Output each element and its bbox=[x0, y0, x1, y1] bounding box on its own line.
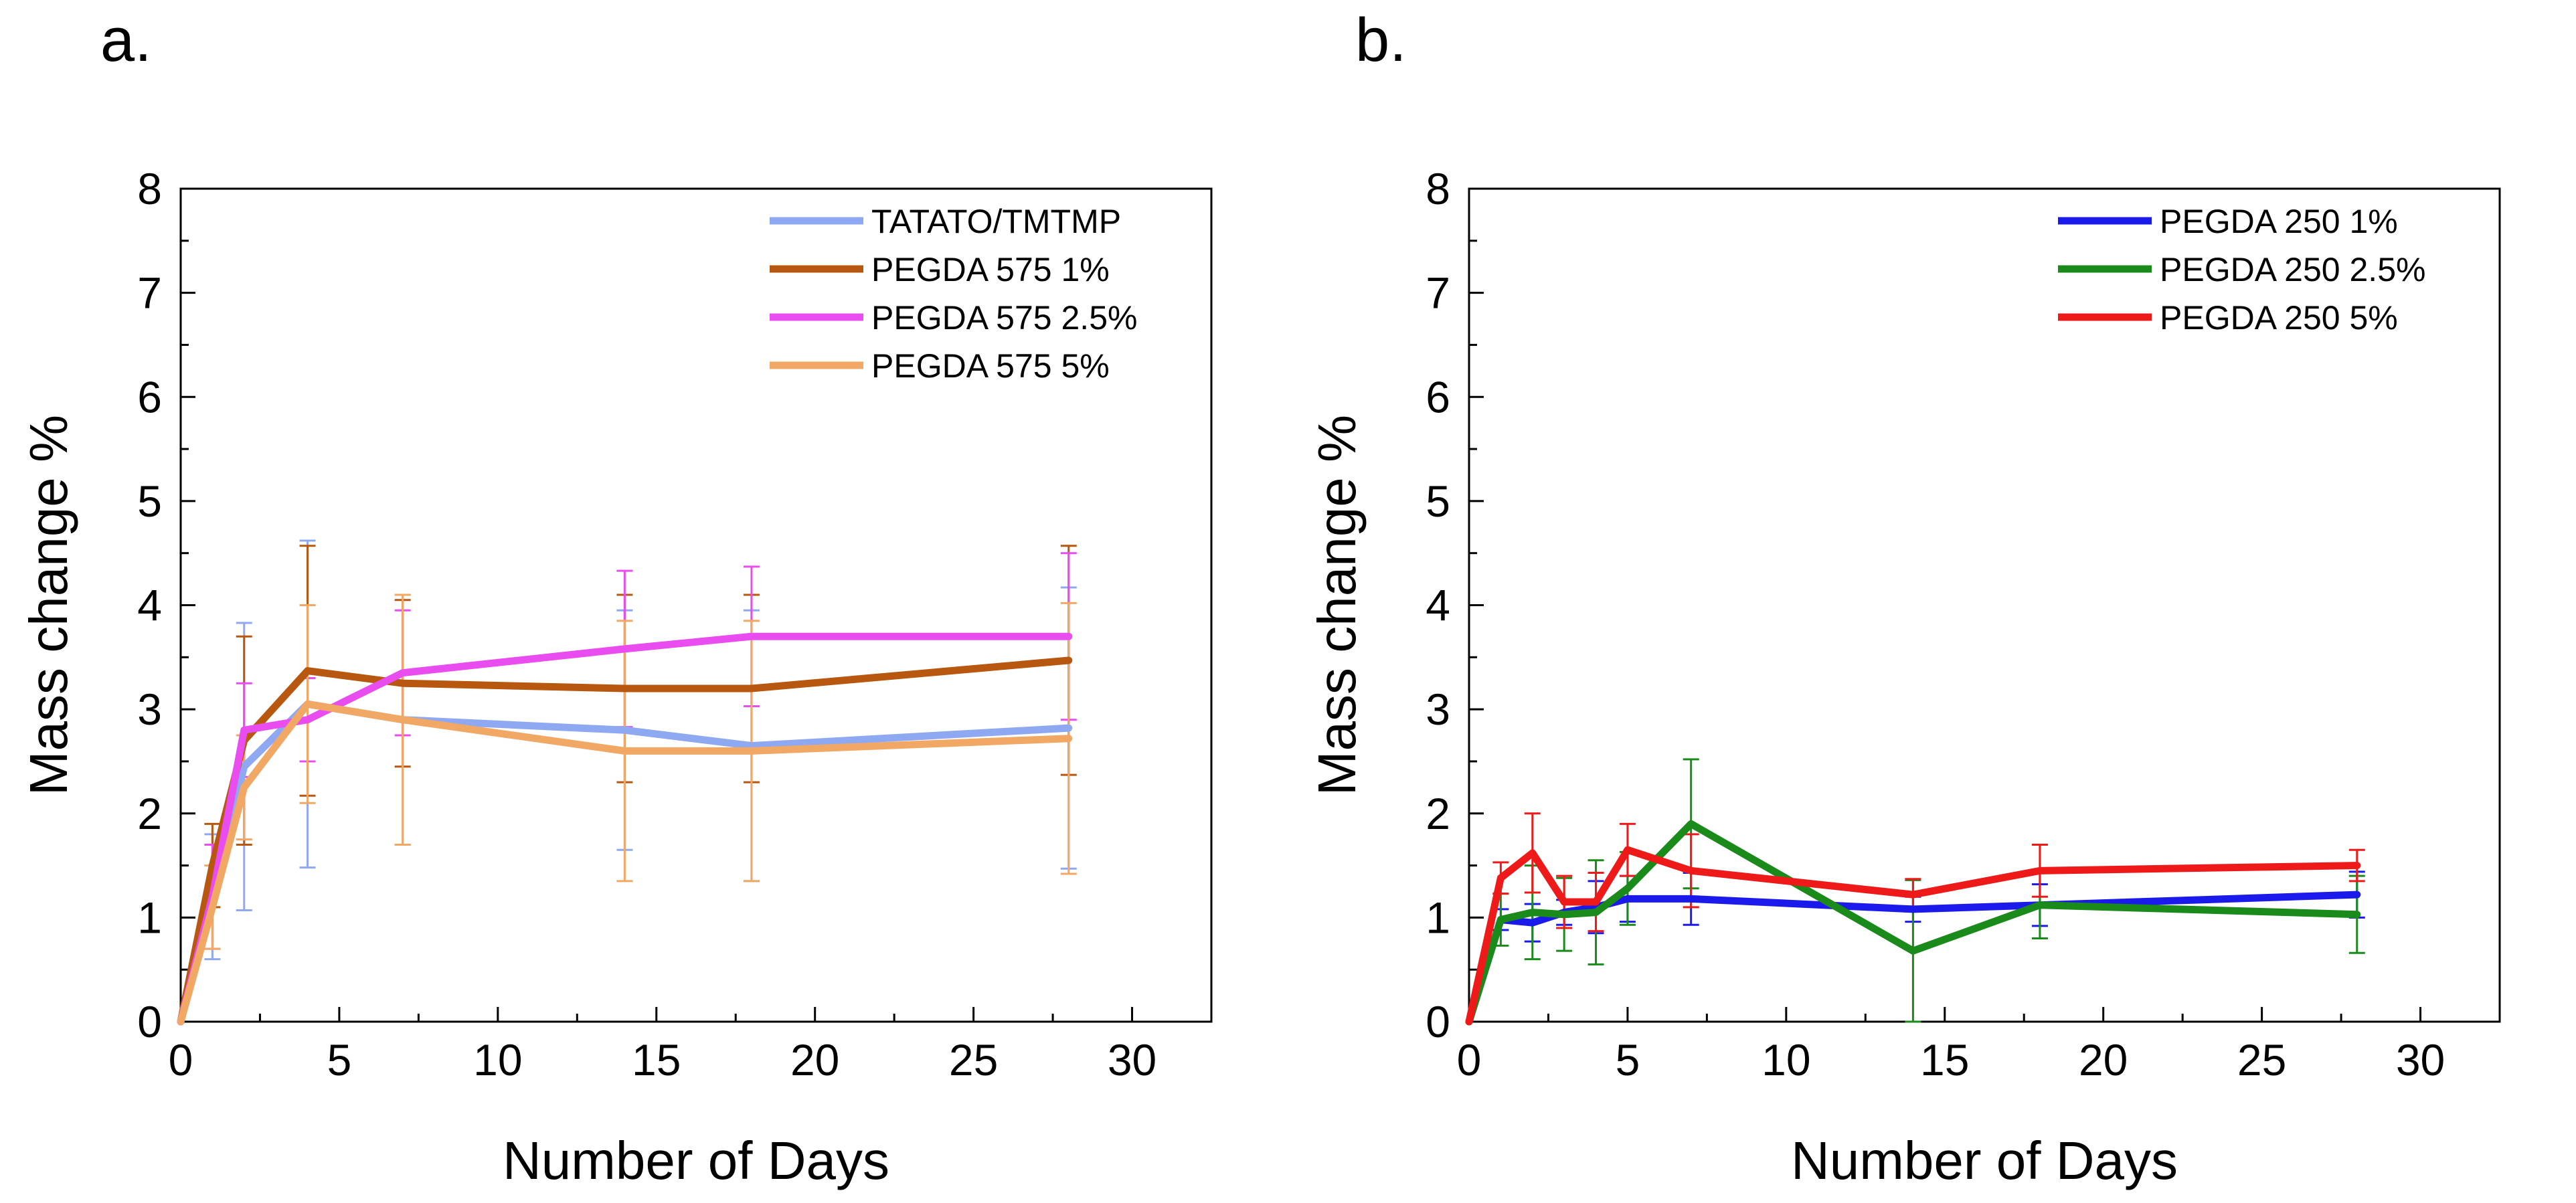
y-tick-label: 0 bbox=[1426, 997, 1450, 1046]
x-tick-label: 10 bbox=[473, 1035, 522, 1085]
legend-label: TATATO/TMTMP bbox=[871, 203, 1121, 240]
chart-a-svg: 0 5 10 15 20 25 30 0 1 2 3 4 5 6 7 8 Number of Days Mass … bbox=[19, 164, 1213, 1190]
y-tick-label: 8 bbox=[1426, 164, 1450, 213]
x-axis-title: Number of Days bbox=[503, 1131, 889, 1190]
legend-label: PEGDA 250 1% bbox=[2160, 203, 2398, 240]
y-tick-label: 2 bbox=[137, 789, 162, 838]
y-tick-label: 1 bbox=[137, 893, 162, 942]
x-tick-label: 25 bbox=[2237, 1035, 2286, 1085]
y-tick-label: 3 bbox=[137, 684, 162, 734]
y-tick-label: 1 bbox=[1426, 893, 1450, 942]
x-tick-label: 30 bbox=[1108, 1035, 1156, 1085]
chart-panel-a: a. 0 5 10 15 20 25 30 0 1 2 3 4 5 6 7 8 Number of Days Ma… bbox=[19, 6, 1213, 1190]
x-tick-label: 20 bbox=[2079, 1035, 2128, 1085]
x-tick-label: 10 bbox=[1762, 1035, 1810, 1085]
y-tick-label: 4 bbox=[1426, 581, 1450, 630]
legend-label: PEGDA 575 5% bbox=[871, 347, 1110, 385]
x-tick-label: 5 bbox=[327, 1035, 352, 1085]
x-axis-title: Number of Days bbox=[1791, 1131, 2178, 1190]
legend-label: PEGDA 575 1% bbox=[871, 251, 1110, 288]
y-tick-label: 2 bbox=[1426, 789, 1450, 838]
series-line bbox=[177, 632, 1073, 1026]
y-tick-label: 4 bbox=[137, 581, 162, 630]
series-line bbox=[177, 656, 1073, 1026]
chart-panel-b: b. 0 5 10 15 20 25 30 0 1 2 3 4 5 6 7 8 Number of Days Ma… bbox=[1288, 0, 2576, 1203]
legend-label: PEGDA 575 2.5% bbox=[871, 299, 1137, 337]
x-tick-label: 15 bbox=[632, 1035, 681, 1085]
y-tick-label: 8 bbox=[137, 164, 162, 213]
x-tick-label: 15 bbox=[1920, 1035, 1969, 1085]
legend-label: PEGDA 250 5% bbox=[2160, 299, 2398, 337]
legend-label: PEGDA 250 2.5% bbox=[2160, 251, 2425, 288]
x-tick-label: 20 bbox=[790, 1035, 839, 1085]
y-tick-label: 5 bbox=[137, 476, 162, 526]
y-tick-label: 6 bbox=[1426, 372, 1450, 422]
y-tick-label: 0 bbox=[137, 997, 162, 1046]
series-line bbox=[1465, 846, 2361, 1026]
y-tick-label: 5 bbox=[1426, 476, 1450, 526]
x-tick-label: 0 bbox=[169, 1035, 193, 1085]
x-tick-label: 30 bbox=[2396, 1035, 2445, 1085]
x-tick-label: 0 bbox=[1457, 1035, 1482, 1085]
y-tick-label: 7 bbox=[1426, 268, 1450, 318]
x-tick-label: 5 bbox=[1616, 1035, 1640, 1085]
x-tick-label: 25 bbox=[949, 1035, 998, 1085]
y-axis-title: Mass change % bbox=[1307, 415, 1367, 796]
chart-b-svg: 0 5 10 15 20 25 30 0 1 2 3 4 5 6 7 8 Number of Days Mass … bbox=[1307, 164, 2501, 1190]
y-tick-label: 3 bbox=[1426, 684, 1450, 734]
y-axis-title: Mass change % bbox=[19, 415, 78, 796]
series-line bbox=[1465, 820, 2361, 1026]
panel-label: b. bbox=[1355, 6, 1407, 74]
y-tick-label: 7 bbox=[137, 268, 162, 318]
y-tick-label: 6 bbox=[137, 372, 162, 422]
panel-label: a. bbox=[100, 6, 152, 74]
series-line bbox=[177, 700, 1073, 1026]
